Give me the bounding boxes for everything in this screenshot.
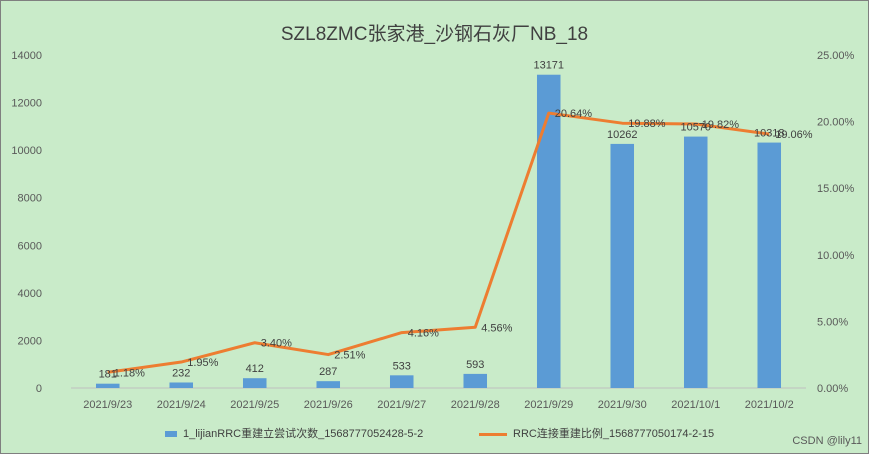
chart-title: SZL8ZMC张家港_沙钢石灰厂NB_18 [280, 24, 589, 45]
bar [95, 383, 120, 388]
y-right-tick-label: 0.00% [817, 383, 848, 395]
bar-data-label: 10570 [680, 122, 711, 134]
bar [610, 143, 635, 388]
line-data-label: 4.56% [481, 322, 512, 334]
line-data-label: 20.64% [555, 108, 593, 120]
y-right-tick-label: 10.00% [817, 250, 855, 262]
bar [463, 373, 488, 388]
bar [536, 74, 561, 389]
bar [389, 375, 414, 388]
x-tick-label: 2021/9/30 [598, 399, 647, 411]
line-data-label: 19.88% [628, 118, 666, 130]
legend-item-line: RRC连接重建比例_1568777050174-2-15 [479, 425, 714, 441]
bar-data-label: 412 [246, 363, 264, 375]
y-left-tick-label: 10000 [11, 145, 42, 157]
bar-data-label: 232 [172, 367, 190, 379]
y-left-tick-label: 0 [36, 383, 42, 395]
bar-data-label: 287 [319, 366, 337, 378]
x-tick-label: 2021/9/25 [230, 399, 279, 411]
x-tick-label: 2021/9/23 [83, 399, 132, 411]
bar-data-label: 13171 [533, 60, 564, 72]
legend-item-bar: 1_lijianRRC重建立尝试次数_1568777052428-5-2 [165, 425, 423, 441]
bar-data-label: 10318 [754, 128, 785, 140]
x-tick-label: 2021/9/27 [377, 399, 426, 411]
y-left-tick-label: 12000 [11, 98, 42, 110]
bar [316, 381, 341, 388]
y-right-tick-label: 25.00% [817, 50, 855, 62]
legend: 1_lijianRRC重建立尝试次数_1568777052428-5-2 RRC… [1, 423, 868, 441]
watermark: CSDN @lily11 [792, 435, 862, 447]
legend-swatch-line [479, 432, 507, 436]
bar-data-label: 181 [99, 369, 117, 381]
line-series [107, 111, 770, 374]
bar [683, 136, 708, 388]
x-tick-label: 2021/10/2 [745, 399, 794, 411]
y-left-tick-label: 2000 [18, 335, 42, 347]
legend-label-bar: 1_lijianRRC重建立尝试次数_1568777052428-5-2 [183, 428, 424, 440]
line-data-label: 2.51% [334, 350, 365, 362]
y-left-tick-label: 14000 [11, 50, 42, 62]
bar-data-label: 10262 [607, 129, 638, 141]
x-tick-label: 2021/10/1 [671, 399, 720, 411]
y-right-tick-label: 5.00% [817, 316, 848, 328]
x-tick-label: 2021/9/24 [157, 399, 206, 411]
line-data-label: 1.95% [187, 357, 218, 369]
x-tick-label: 2021/9/26 [304, 399, 353, 411]
bar-data-label: 593 [466, 359, 484, 371]
y-left-tick-label: 4000 [18, 288, 42, 300]
line-data-label: 1.18% [114, 367, 145, 379]
bar [757, 142, 782, 388]
bar [242, 378, 267, 388]
line-data-label: 19.06% [775, 129, 813, 141]
line-data-label: 4.16% [408, 328, 439, 340]
bar [169, 382, 194, 388]
bar-data-label: 533 [393, 360, 411, 372]
y-left-tick-label: 8000 [18, 193, 42, 205]
y-right-tick-label: 15.00% [817, 183, 855, 195]
legend-label-line: RRC连接重建比例_1568777050174-2-15 [513, 428, 715, 440]
x-tick-label: 2021/9/28 [451, 399, 500, 411]
line-data-label: 19.82% [702, 119, 740, 131]
legend-swatch-bar [165, 431, 177, 438]
line-data-label: 3.40% [261, 338, 292, 350]
x-tick-label: 2021/9/29 [524, 399, 573, 411]
y-right-tick-label: 20.00% [817, 117, 855, 129]
y-left-tick-label: 6000 [18, 240, 42, 252]
